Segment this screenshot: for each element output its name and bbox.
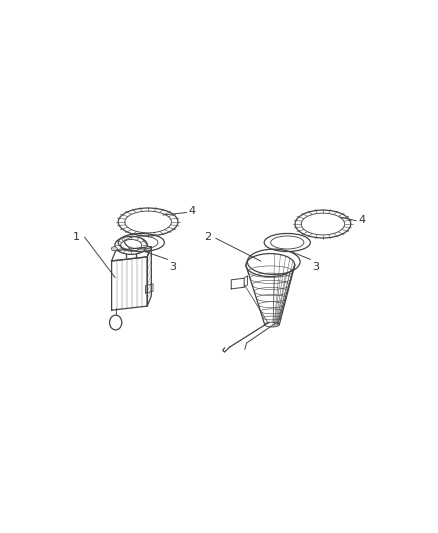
Text: 3: 3 (312, 262, 319, 272)
Ellipse shape (111, 247, 117, 251)
Text: 2: 2 (205, 232, 212, 242)
Text: 3: 3 (170, 262, 177, 272)
Text: 4: 4 (359, 214, 366, 224)
Ellipse shape (145, 247, 151, 251)
Text: 4: 4 (189, 206, 196, 216)
Text: 1: 1 (73, 232, 80, 242)
